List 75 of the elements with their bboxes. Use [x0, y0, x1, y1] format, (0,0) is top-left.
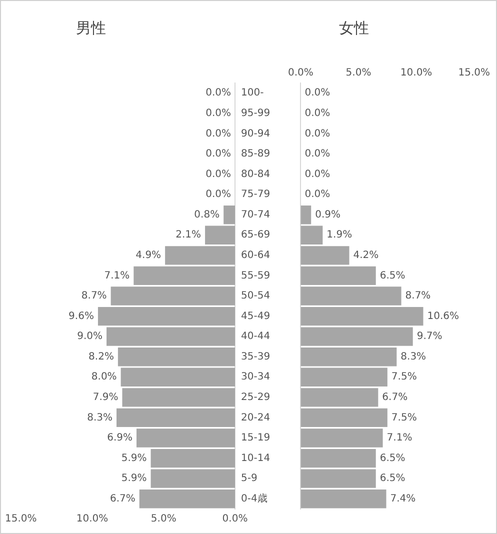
y-tick-label: 5-9	[241, 473, 258, 484]
data-label: 7.1%	[386, 432, 412, 444]
data-label: 8.3%	[87, 412, 113, 424]
y-tick-label: 75-79	[241, 189, 270, 200]
data-label: 9.0%	[77, 331, 103, 342]
y-tick-label: 90-94	[241, 128, 270, 140]
data-label: 6.9%	[107, 432, 133, 444]
data-label: 6.5%	[380, 270, 406, 282]
y-tick-label: 15-19	[241, 432, 270, 444]
y-tick-label: 50-54	[241, 290, 270, 302]
x2-tick-label: 5.0%	[346, 68, 372, 79]
x-tick-label: 5.0%	[150, 514, 176, 525]
data-label: 0.8%	[194, 209, 220, 220]
data-label: 4.2%	[353, 250, 379, 262]
data-label: 6.5%	[380, 452, 406, 464]
bar	[224, 206, 235, 224]
chart-title: 男性	[75, 19, 107, 38]
data-label: 5.9%	[121, 452, 147, 464]
data-label: 4.9%	[136, 250, 162, 262]
data-label: 9.7%	[416, 331, 442, 342]
y-tick-label: 40-44	[241, 331, 270, 342]
y-tick-label: 25-29	[241, 392, 270, 404]
data-label: 6.7%	[110, 493, 136, 504]
y-tick-label: 65-69	[241, 230, 270, 241]
y-tick-label: 35-39	[241, 351, 270, 362]
chart-title: 女性	[338, 19, 370, 38]
data-label: 5.9%	[121, 473, 147, 484]
data-label: 8.0%	[91, 372, 117, 383]
data-label: 0.0%	[304, 88, 330, 99]
x-tick-label: 10.0%	[76, 514, 108, 525]
y-tick-label: 45-49	[241, 310, 270, 322]
data-label: 6.5%	[380, 473, 406, 484]
data-label: 1.9%	[326, 230, 352, 241]
data-label: 8.7%	[405, 290, 431, 302]
y-tick-label: 80-84	[241, 168, 270, 180]
data-label: 0.0%	[304, 108, 330, 120]
data-label: 2.1%	[176, 230, 202, 241]
y-tick-label: 20-24	[241, 412, 270, 424]
data-label: 0.9%	[315, 209, 341, 220]
y-tick-label: 10-14	[241, 452, 270, 464]
y-tick-label: 30-34	[241, 372, 270, 383]
data-label: 8.3%	[400, 351, 426, 362]
data-label: 0.0%	[304, 168, 330, 180]
y-tick-label: 100-	[241, 88, 264, 99]
data-label: 8.7%	[81, 290, 107, 302]
x-tick-label: 15.0%	[4, 514, 37, 525]
x2-tick-label: 0.0%	[288, 68, 314, 79]
data-label: 0.0%	[206, 189, 231, 200]
data-label: 0.0%	[206, 148, 231, 160]
data-label: 0.0%	[304, 148, 330, 160]
data-label: 9.6%	[68, 310, 94, 322]
y-tick-label: 60-64	[241, 250, 270, 262]
data-label: 0.0%	[206, 168, 231, 180]
y-tick-label: 95-99	[241, 108, 270, 120]
data-label: 0.0%	[206, 88, 231, 99]
data-label: 10.6%	[427, 310, 460, 322]
data-label: 0.0%	[304, 128, 330, 140]
y-tick-label: 70-74	[241, 209, 270, 220]
data-label: 7.5%	[391, 412, 417, 424]
data-label: 6.7%	[382, 392, 408, 404]
x-tick-label: 0.0%	[222, 514, 248, 525]
bar	[300, 206, 312, 224]
y-tick-label: 0-4歳	[241, 492, 268, 504]
data-label: 0.0%	[304, 189, 330, 200]
x2-tick-label: 15.0%	[458, 68, 490, 79]
data-label: 0.0%	[206, 108, 231, 120]
data-label: 7.9%	[92, 392, 118, 404]
x2-tick-label: 10.0%	[400, 68, 432, 79]
data-label: 7.1%	[104, 270, 130, 282]
y-tick-label: 55-59	[241, 270, 270, 282]
data-label: 7.5%	[391, 372, 417, 383]
y-tick-label: 85-89	[241, 148, 270, 160]
data-label: 7.4%	[390, 493, 416, 504]
data-label: 0.0%	[206, 128, 231, 140]
data-label: 8.2%	[88, 351, 114, 362]
